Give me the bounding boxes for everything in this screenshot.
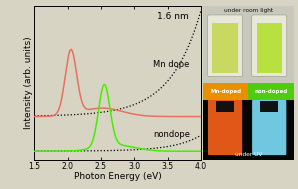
Text: 1.6 nm: 1.6 nm	[157, 12, 189, 21]
Bar	[204, 83, 294, 160]
FancyBboxPatch shape	[252, 15, 287, 77]
Bar	[212, 23, 238, 74]
FancyBboxPatch shape	[207, 15, 243, 77]
X-axis label: Photon Energy (eV): Photon Energy (eV)	[74, 172, 162, 181]
FancyBboxPatch shape	[208, 100, 242, 155]
Bar	[249, 83, 294, 100]
Y-axis label: Intensity (arb. units): Intensity (arb. units)	[24, 36, 33, 129]
Bar	[204, 83, 249, 100]
FancyBboxPatch shape	[252, 100, 286, 155]
Text: Mn dope: Mn dope	[153, 60, 189, 69]
Bar	[216, 101, 234, 112]
Bar	[204, 6, 294, 83]
Text: under room light: under room light	[224, 8, 273, 13]
Text: under UV: under UV	[235, 152, 262, 157]
Text: nondope: nondope	[153, 130, 190, 139]
Text: Mn-doped: Mn-doped	[210, 89, 242, 94]
Text: non-doped: non-doped	[254, 89, 288, 94]
Bar	[260, 101, 278, 112]
Bar	[257, 23, 282, 74]
